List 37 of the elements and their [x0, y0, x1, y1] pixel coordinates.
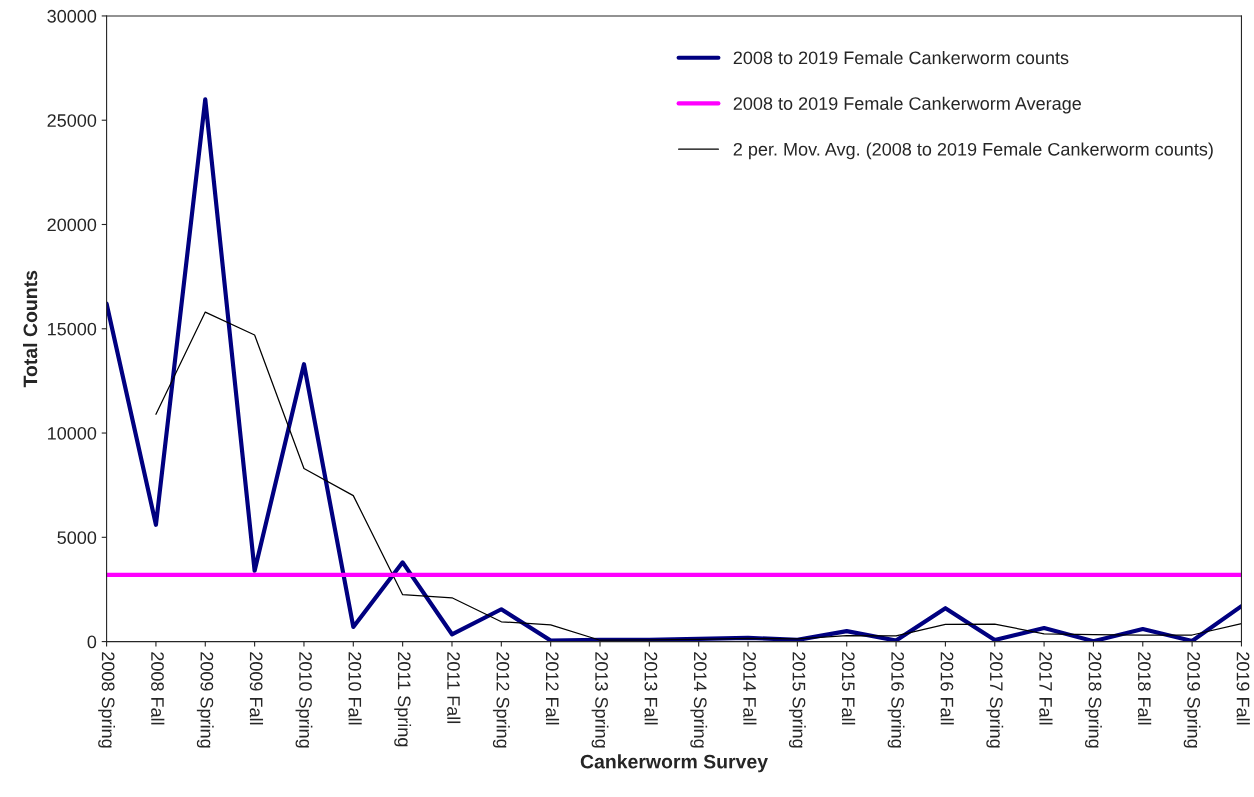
- y-tick-label: 30000: [47, 9, 97, 23]
- x-tick-label: 2010 Fall: [348, 652, 362, 725]
- legend-label: 2008 to 2019 Female Cankerworm counts: [733, 50, 1069, 65]
- x-tick-label: 2019 Spring: [1183, 652, 1201, 748]
- x-tick-label: 2015 Fall: [841, 652, 856, 725]
- x-tick-label: 2015 Spring: [788, 652, 806, 748]
- x-tick-label: 2012 Spring: [492, 652, 510, 748]
- y-tick-label: 10000: [48, 426, 97, 440]
- y-tick-label: 5000: [57, 531, 97, 545]
- y-axis-title: Total Counts: [22, 270, 38, 388]
- x-tick-label: 2018 Spring: [1085, 652, 1102, 748]
- x-tick-label: 2012 Fall: [545, 652, 560, 725]
- x-tick-label: 2009 Spring: [196, 652, 214, 748]
- x-tick-label: 2013 Fall: [644, 652, 658, 725]
- x-tick-label: 2014 Spring: [690, 652, 708, 748]
- x-tick-label: 2018 Fall: [1137, 652, 1152, 725]
- x-tick-label: 2008 Spring: [98, 652, 116, 748]
- x-tick-label: 2008 Fall: [151, 652, 165, 725]
- legend-label: 2008 to 2019 Female Cankerworm Average: [733, 96, 1081, 114]
- x-tick-label: 2017 Spring: [986, 652, 1004, 748]
- x-tick-label: 2016 Spring: [887, 652, 905, 748]
- x-tick-label: 2011 Fall: [447, 652, 461, 724]
- x-tick-label: 2016 Fall: [940, 652, 954, 725]
- legend-label: 2 per. Mov. Avg. (2008 to 2019 Female Cankerworm counts): [733, 142, 1213, 160]
- y-tick-label: 0: [87, 635, 97, 649]
- x-tick-label: 2019 Fall: [1236, 652, 1250, 725]
- x-tick-label: 2014 Fall: [743, 652, 757, 725]
- x-tick-label: 2011 Spring: [394, 652, 412, 747]
- x-tick-label: 2013 Spring: [591, 652, 609, 748]
- y-tick-label: 20000: [47, 218, 97, 232]
- x-axis-title: Cankerworm Survey: [580, 754, 768, 773]
- y-tick-label: 25000: [47, 114, 97, 127]
- y-tick-label: 15000: [48, 322, 97, 336]
- x-tick-label: 2017 Fall: [1039, 652, 1053, 725]
- line-series: [155, 311, 1242, 641]
- x-tick-label: 2010 Spring: [295, 652, 313, 748]
- x-tick-label: 2009 Fall: [249, 652, 264, 725]
